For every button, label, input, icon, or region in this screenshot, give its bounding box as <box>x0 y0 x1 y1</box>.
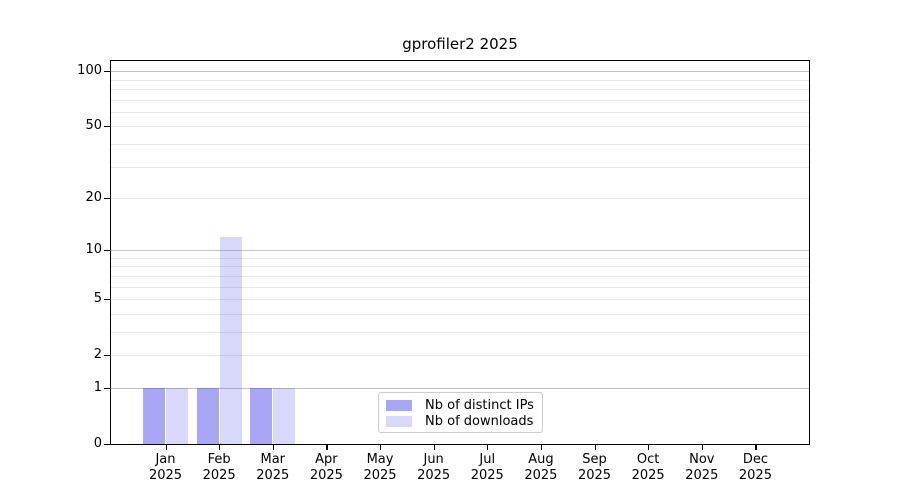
x-tick-mark <box>540 445 543 450</box>
gridline-major <box>110 71 810 73</box>
gridline-minor <box>110 331 810 333</box>
bar-downloads <box>273 387 296 444</box>
x-tick-mark <box>326 445 328 450</box>
x-tick-year: 2025 <box>577 468 612 483</box>
y-tick-label: 0 <box>93 436 102 451</box>
bar-distinct-ips <box>250 387 273 444</box>
legend-swatch <box>386 400 412 411</box>
x-tick-mark <box>487 445 489 450</box>
gridline-minor <box>110 275 810 277</box>
y-tick-mark <box>104 299 110 301</box>
y-tick-label: 10 <box>85 242 102 258</box>
x-tick-month: Jul <box>479 452 496 467</box>
gridline-minor <box>110 198 810 199</box>
legend-item: Nb of distinct IPs <box>386 398 535 413</box>
gridline-minor <box>110 79 810 81</box>
x-tick-label: Nov 2025 <box>670 452 734 484</box>
x-tick-label: Jun 2025 <box>402 452 466 484</box>
gridline-minor <box>110 99 810 101</box>
x-tick-label: Sep 2025 <box>563 452 627 484</box>
x-tick-label: Feb 2025 <box>187 452 251 484</box>
legend-label: Nb of downloads <box>425 414 534 429</box>
bar-downloads <box>219 236 242 444</box>
bar-distinct-ips <box>143 387 165 444</box>
x-tick-year: 2025 <box>685 468 719 483</box>
bar-downloads <box>166 387 188 444</box>
x-tick-month: Oct <box>636 452 660 467</box>
y-tick-mark <box>104 126 110 128</box>
x-tick-year: 2025 <box>256 468 290 483</box>
legend-item: Nb of downloads <box>386 414 535 429</box>
x-tick-year: 2025 <box>738 468 772 483</box>
x-tick-mark <box>594 445 596 450</box>
y-tick-label: 5 <box>93 291 102 307</box>
gridline-minor <box>110 143 810 145</box>
legend-label: Nb of distinct IPs <box>425 398 534 413</box>
x-tick-mark <box>755 445 757 450</box>
gridline-minor <box>110 166 810 168</box>
x-tick-month: Dec <box>742 452 768 467</box>
gridline-minor <box>110 126 810 128</box>
x-tick-year: 2025 <box>148 468 183 483</box>
x-tick-year: 2025 <box>202 468 236 483</box>
x-tick-month: Nov <box>689 452 715 467</box>
y-tick-mark <box>104 250 110 252</box>
x-tick-mark <box>701 445 703 450</box>
y-tick-label: 1 <box>93 379 102 395</box>
y-tick-mark <box>104 355 110 357</box>
x-tick-year: 2025 <box>524 468 558 483</box>
y-tick-label: 100 <box>77 63 102 79</box>
x-tick-label: Jul 2025 <box>455 452 519 484</box>
x-tick-month: Jan <box>155 452 176 467</box>
y-tick-mark <box>104 444 110 446</box>
x-tick-mark <box>648 445 650 450</box>
legend-swatch <box>386 416 412 427</box>
x-tick-label: Aug 2025 <box>509 452 573 484</box>
gridline-minor <box>110 257 810 259</box>
x-tick-month: Sep <box>582 452 607 467</box>
x-tick-month: Apr <box>315 452 338 467</box>
x-tick-mark <box>272 445 274 450</box>
x-tick-label: Apr 2025 <box>294 452 358 484</box>
gridline-minor <box>110 88 810 90</box>
x-tick-month: Mar <box>260 452 286 467</box>
y-tick-mark <box>104 71 110 73</box>
y-tick-label: 50 <box>85 118 102 134</box>
x-tick-mark <box>380 445 382 450</box>
y-tick-mark <box>104 198 110 200</box>
x-tick-month: Feb <box>207 452 231 467</box>
x-tick-year: 2025 <box>470 468 504 483</box>
y-tick-label: 2 <box>93 347 102 363</box>
x-tick-year: 2025 <box>417 468 451 483</box>
x-tick-year: 2025 <box>363 468 397 483</box>
plot-area <box>110 60 810 445</box>
x-tick-month: May <box>366 452 394 467</box>
bar-distinct-ips <box>196 387 219 444</box>
gridline-minor <box>110 111 810 113</box>
x-tick-mark <box>433 445 435 450</box>
x-tick-label: May 2025 <box>348 452 412 484</box>
x-tick-year: 2025 <box>309 468 343 483</box>
x-tick-month: Jun <box>423 452 444 467</box>
gridline-minor <box>110 286 810 288</box>
gridline-major <box>110 250 810 252</box>
gridline-major <box>110 387 810 389</box>
gridline-minor <box>110 266 810 268</box>
x-tick-label: Oct 2025 <box>616 452 680 484</box>
x-tick-year: 2025 <box>631 468 665 483</box>
x-tick-mark <box>219 445 221 450</box>
legend: Nb of distinct IPs Nb of downloads <box>378 392 543 433</box>
x-tick-label: Dec 2025 <box>723 452 787 484</box>
gridline-minor <box>110 313 810 315</box>
chart-title: gprofiler2 2025 <box>402 35 518 53</box>
y-tick-label: 20 <box>85 190 102 205</box>
x-tick-label: Jan 2025 <box>134 452 198 484</box>
gridline-minor <box>110 355 810 357</box>
x-tick-mark <box>165 445 167 450</box>
x-tick-month: Aug <box>528 452 554 467</box>
x-tick-label: Mar 2025 <box>241 452 305 484</box>
y-tick-mark <box>104 387 110 390</box>
gridline-minor <box>110 299 810 301</box>
